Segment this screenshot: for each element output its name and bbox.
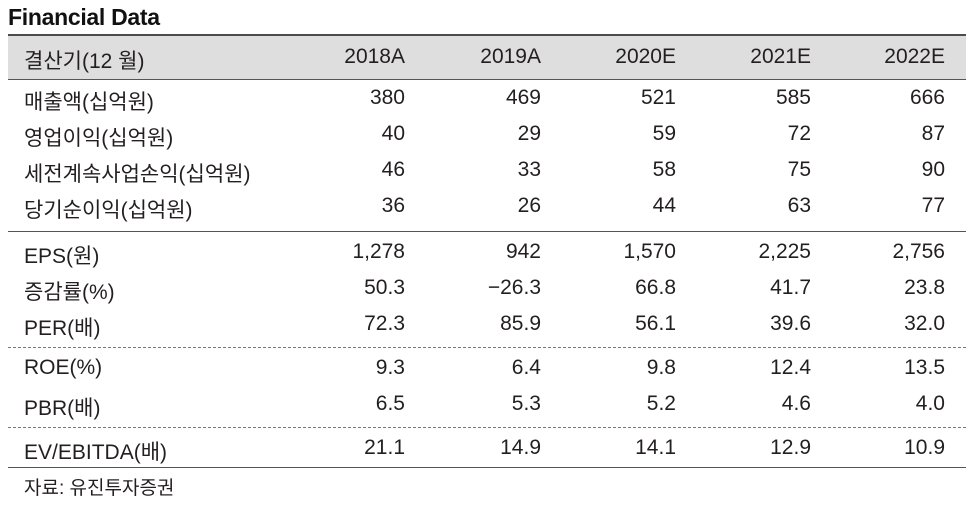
header-row: 결산기(12 월) 2018A 2019A 2020E 2021E 2022E <box>0 36 971 73</box>
row-label: PBR(배) <box>24 397 101 420</box>
section-rule <box>8 231 966 232</box>
header-background <box>8 36 966 79</box>
row-label: 매출액(십억원) <box>24 91 154 114</box>
cell: 29 <box>517 122 541 145</box>
table-row: EPS(원) 1,278 942 1,570 2,225 2,756 <box>0 234 971 270</box>
cell: 4.0 <box>915 392 945 415</box>
cell: 39.6 <box>770 312 811 335</box>
header-label: 결산기(12 월) <box>24 50 145 73</box>
cell: −26.3 <box>487 276 541 299</box>
cell: 33 <box>517 158 541 181</box>
row-label: 증감률(%) <box>24 281 115 304</box>
table-row: 당기순이익(십억원) 36 26 44 63 77 <box>0 188 971 224</box>
cell: 469 <box>505 86 541 109</box>
cell: 13.5 <box>904 356 945 379</box>
row-label: EV/EBITDA(배) <box>24 441 168 464</box>
cell: 6.4 <box>511 356 541 379</box>
year-2020e: 2020E <box>615 45 676 68</box>
cell: 14.1 <box>635 436 676 459</box>
cell: 23.8 <box>904 276 945 299</box>
year-2019a: 2019A <box>480 45 541 68</box>
bottom-rule <box>8 467 966 468</box>
cell: 9.8 <box>646 356 676 379</box>
year-2021e: 2021E <box>750 45 811 68</box>
table-row: 영업이익(십억원) 40 29 59 72 87 <box>0 116 971 152</box>
dashed-rule <box>8 427 966 428</box>
cell: 72.3 <box>364 312 405 335</box>
cell: 6.5 <box>375 392 405 415</box>
cell: 44 <box>652 194 676 217</box>
cell: 1,570 <box>623 240 676 263</box>
cell: 58 <box>652 158 676 181</box>
year-2022e: 2022E <box>884 45 945 68</box>
cell: 36 <box>381 194 405 217</box>
cell: 75 <box>787 158 811 181</box>
cell: 585 <box>775 86 811 109</box>
cell: 26 <box>517 194 541 217</box>
cell: 40 <box>381 122 405 145</box>
cell: 32.0 <box>904 312 945 335</box>
cell: 5.2 <box>646 392 676 415</box>
cell: 21.1 <box>364 436 405 459</box>
cell: 87 <box>921 122 945 145</box>
table-row: 세전계속사업손익(십억원) 46 33 58 75 90 <box>0 152 971 188</box>
cell: 10.9 <box>904 436 945 459</box>
cell: 72 <box>787 122 811 145</box>
cell: 90 <box>921 158 945 181</box>
top-rule <box>8 34 966 36</box>
header-rule <box>8 79 966 80</box>
cell: 50.3 <box>364 276 405 299</box>
cell: 2,225 <box>758 240 811 263</box>
cell: 942 <box>505 240 541 263</box>
cell: 12.4 <box>770 356 811 379</box>
cell: 77 <box>921 194 945 217</box>
cell: 63 <box>787 194 811 217</box>
cell: 85.9 <box>500 312 541 335</box>
table-title: Financial Data <box>8 4 160 30</box>
table-row: PER(배) 72.3 85.9 56.1 39.6 32.0 <box>0 306 971 342</box>
cell: 2,756 <box>892 240 945 263</box>
cell: 66.8 <box>635 276 676 299</box>
cell: 380 <box>369 86 405 109</box>
source-note: 자료: 유진투자증권 <box>24 478 175 499</box>
table-row: 증감률(%) 50.3 −26.3 66.8 41.7 23.8 <box>0 270 971 306</box>
table-row: PBR(배) 6.5 5.3 5.2 4.6 4.0 <box>0 386 971 422</box>
dashed-rule <box>8 347 966 348</box>
cell: 46 <box>381 158 405 181</box>
cell: 56.1 <box>635 312 676 335</box>
cell: 666 <box>909 86 945 109</box>
row-label: 세전계속사업손익(십억원) <box>24 163 251 186</box>
cell: 41.7 <box>770 276 811 299</box>
cell: 14.9 <box>500 436 541 459</box>
year-2018a: 2018A <box>344 45 405 68</box>
row-label: 영업이익(십억원) <box>24 127 174 150</box>
row-label: EPS(원) <box>24 245 100 268</box>
cell: 521 <box>640 86 676 109</box>
cell: 59 <box>652 122 676 145</box>
row-label: ROE(%) <box>24 356 103 379</box>
cell: 1,278 <box>352 240 405 263</box>
row-label: PER(배) <box>24 317 101 340</box>
table-row: ROE(%) 9.3 6.4 9.8 12.4 13.5 <box>0 350 971 386</box>
row-label: 당기순이익(십억원) <box>24 199 193 222</box>
table-row: EV/EBITDA(배) 21.1 14.9 14.1 12.9 10.9 <box>0 430 971 466</box>
cell: 9.3 <box>375 356 405 379</box>
cell: 4.6 <box>781 392 811 415</box>
cell: 12.9 <box>770 436 811 459</box>
cell: 5.3 <box>511 392 541 415</box>
table-row: 매출액(십억원) 380 469 521 585 666 <box>0 80 971 116</box>
